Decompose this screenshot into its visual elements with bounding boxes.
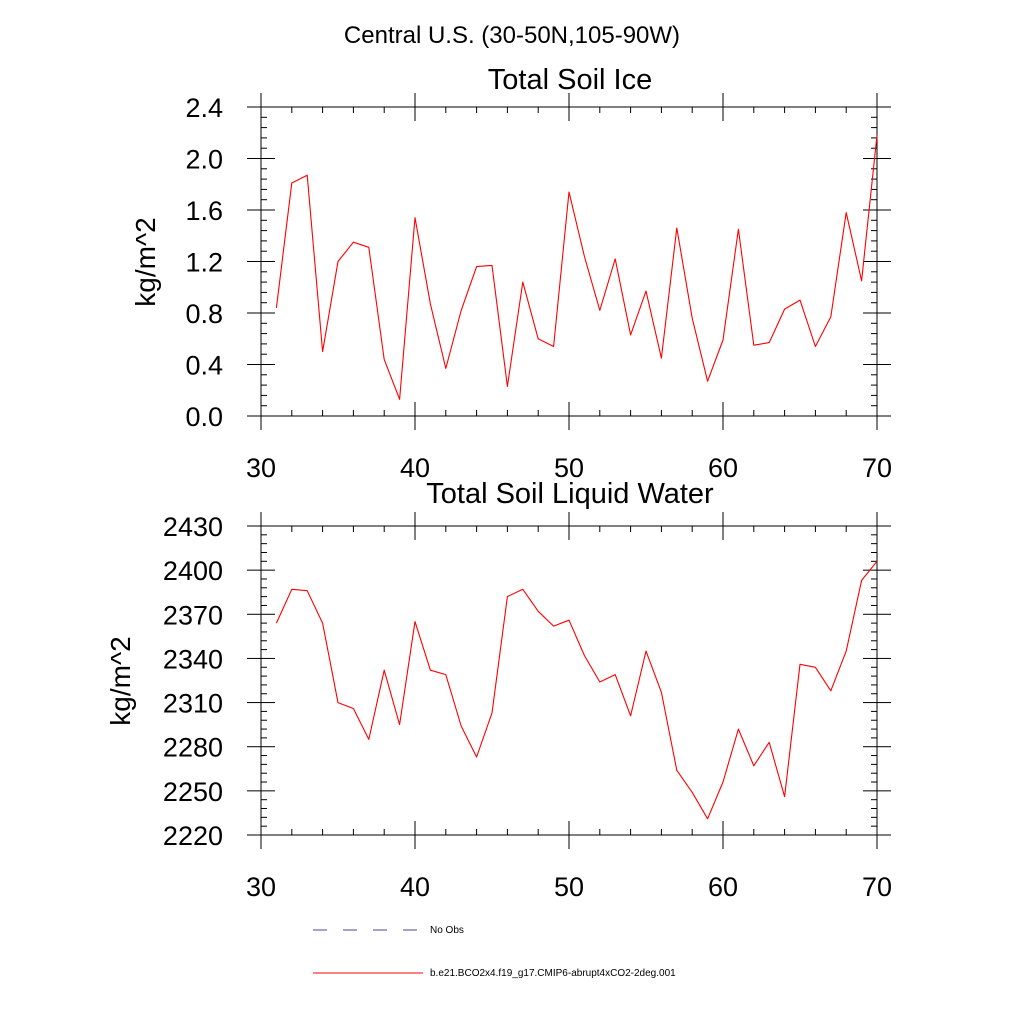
legend: No Obs b.e21.BCO2x4.f19_g17.CMIP6-abrupt… <box>313 925 676 979</box>
x-tick-label: 50 <box>554 453 584 483</box>
y-tick-label: 2.4 <box>185 93 223 123</box>
y-axis-title: kg/m^2 <box>105 636 136 725</box>
x-tick-label: 60 <box>708 453 738 483</box>
panel-soil-ice: Total Soil Ice kg/m^2 30 40 50 60 70 0.0 0.4 0.… <box>130 64 892 483</box>
series-line <box>275 560 878 820</box>
series-line <box>275 135 878 400</box>
y-axis-title: kg/m^2 <box>130 217 161 306</box>
plot-title: Total Soil Liquid Water <box>426 478 714 510</box>
y-tick-label: 2370 <box>163 600 223 630</box>
y-tick-label: 2.0 <box>185 145 223 175</box>
plot-title: Total Soil Ice <box>488 64 652 96</box>
x-tick-label: 30 <box>246 453 276 483</box>
x-tick-label: 70 <box>862 453 892 483</box>
y-tick-label: 2430 <box>163 512 223 542</box>
x-tick-label: 50 <box>554 872 584 902</box>
y-tick-label: 0.8 <box>185 299 223 329</box>
y-tick-label: 1.2 <box>185 248 223 278</box>
x-tick-label: 30 <box>246 872 276 902</box>
y-tick-label: 2340 <box>163 644 223 674</box>
y-tick-label: 2400 <box>163 556 223 586</box>
legend-label-no-obs: No Obs <box>430 925 464 936</box>
y-tick-label: 2250 <box>163 777 223 807</box>
plot-frame <box>260 525 878 836</box>
figure-title: Central U.S. (30-50N,105-90W) <box>344 22 680 49</box>
y-tick-label: 2280 <box>163 733 223 763</box>
y-tick-label: 2310 <box>163 689 223 719</box>
x-tick-label: 70 <box>862 872 892 902</box>
x-tick-label: 60 <box>708 872 738 902</box>
y-tick-label: 1.6 <box>185 196 223 226</box>
legend-label-model: b.e21.BCO2x4.f19_g17.CMIP6-abrupt4xCO2-2… <box>430 968 676 979</box>
y-tick-label: 0.0 <box>185 402 223 432</box>
panel-soil-liquid-water: Total Soil Liquid Water kg/m^2 30 40 50 60 7… <box>105 478 892 902</box>
plot-frame <box>260 106 878 417</box>
y-tick-label: 0.4 <box>185 351 223 381</box>
y-tick-label: 2220 <box>163 821 223 851</box>
x-tick-label: 40 <box>400 453 430 483</box>
x-tick-label: 40 <box>400 872 430 902</box>
